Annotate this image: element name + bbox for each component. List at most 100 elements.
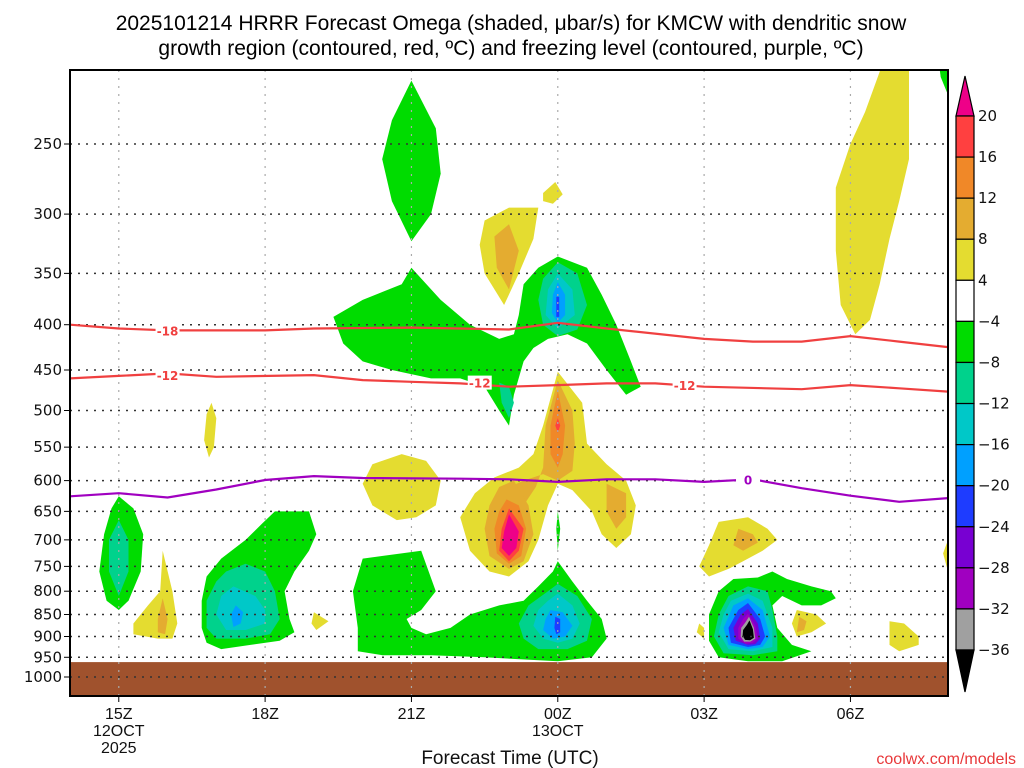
- omega-region: [943, 539, 948, 572]
- omega-shading: [99, 70, 948, 662]
- y-tick-label: 600: [33, 472, 62, 490]
- colorbar-label: 20: [978, 107, 997, 125]
- x-tick-label: 03Z: [690, 706, 718, 723]
- colorbar-band: [955, 567, 975, 610]
- y-tick-label: 450: [33, 361, 62, 379]
- y-tick-label: 750: [33, 557, 62, 575]
- x-tick-label: 21Z: [398, 706, 426, 723]
- omega-region: [733, 528, 758, 551]
- omega-region: [606, 483, 627, 529]
- y-tick-label: 900: [33, 627, 62, 645]
- y-tick-label: 350: [33, 264, 62, 282]
- colorbar-label: −4: [978, 312, 1000, 330]
- x-tick-year-label: 2025: [101, 740, 137, 757]
- omega-region: [556, 511, 561, 551]
- ground-layer: [70, 662, 948, 696]
- y-tick-label: 700: [33, 531, 62, 549]
- colorbar-label: −16: [978, 436, 1010, 454]
- omega-region: [556, 296, 560, 317]
- contour-label: -12: [469, 377, 491, 391]
- y-tick-label: 500: [33, 402, 62, 420]
- omega-region: [494, 224, 519, 290]
- y-tick-label: 1000: [24, 668, 62, 686]
- omega-region: [231, 605, 244, 627]
- y-tick-label: 950: [33, 648, 62, 666]
- omega-region: [157, 598, 168, 635]
- omega-region: [362, 454, 441, 521]
- contour-label-bg: [467, 375, 492, 390]
- omega-region: [889, 621, 919, 652]
- colorbar-band: [955, 156, 975, 199]
- plot-frame: [69, 69, 949, 697]
- colorbar-label: −8: [978, 353, 1000, 371]
- colorbar-band: [955, 526, 975, 569]
- freezing-level-line: [70, 474, 948, 503]
- colorbar-label: −12: [978, 395, 1010, 413]
- colorbar-band: [955, 279, 975, 322]
- omega-region: [204, 402, 217, 458]
- colorbar-band: [955, 197, 975, 240]
- colorbar-band: [955, 402, 975, 446]
- y-tick-label: 650: [33, 502, 62, 520]
- colorbar-label: 4: [978, 271, 988, 289]
- colorbar-label: −20: [978, 477, 1010, 495]
- x-tick-date-label: 13OCT: [532, 723, 584, 740]
- y-tick-label: 400: [33, 316, 62, 334]
- colorbar-band: [955, 115, 975, 158]
- y-tick-label: 850: [33, 606, 62, 624]
- omega-region: [499, 382, 514, 419]
- colorbar-band: [955, 361, 975, 405]
- plot-area: -18 -12 -12 -12 0: [70, 70, 948, 696]
- colorbar-band: [955, 238, 975, 281]
- contour-label-bg: [736, 472, 761, 487]
- y-tick-label: 800: [33, 582, 62, 600]
- omega-region: [835, 70, 909, 335]
- omega-region: [742, 620, 754, 641]
- colorbar-label: −36: [978, 641, 1010, 659]
- contour-label-bg: [672, 378, 697, 393]
- dgz-contour-line: [70, 372, 948, 393]
- colorbar-label: −28: [978, 559, 1010, 577]
- colorbar-top-arrow: [955, 75, 975, 117]
- credit-text: coolwx.com/models: [876, 751, 1016, 768]
- y-axis: 250 300 350 400 450 500 550 600 650 700 750 800 850 9…: [24, 135, 70, 686]
- chart-title-line1: 2025101214 HRRR Forecast Omega (shaded, …: [116, 12, 907, 35]
- omega-region: [555, 418, 561, 433]
- omega-region: [554, 616, 561, 635]
- x-tick-label: 18Z: [251, 706, 279, 723]
- ground-fill: [70, 662, 948, 696]
- omega-region: [696, 623, 705, 639]
- x-axis-label: Forecast Time (UTC): [421, 748, 598, 768]
- y-tick-label: 550: [33, 438, 62, 456]
- colorbar-bottom-arrow: [955, 649, 975, 693]
- colorbar: 20 16 12 8 4 −4 −8 −12 −16 −20 −24 −28 −32 −36: [955, 75, 1010, 693]
- grid-lines: [70, 70, 948, 696]
- temperature-contours: -18 -12 -12 -12 0: [70, 321, 948, 503]
- chart-title-line2: growth region (contoured, red, ºC) and f…: [158, 37, 863, 60]
- colorbar-label: 16: [978, 148, 997, 166]
- omega-region: [501, 514, 519, 556]
- colorbar-band: [955, 320, 975, 364]
- y-tick-label: 250: [33, 135, 62, 153]
- omega-region: [796, 616, 807, 633]
- contour-label: -18: [157, 324, 179, 338]
- colorbar-label: −24: [978, 518, 1010, 536]
- contour-label: -12: [674, 379, 696, 393]
- contour-label: 0: [744, 473, 752, 487]
- omega-region: [311, 612, 329, 630]
- contour-label-bg: [155, 323, 180, 338]
- colorbar-label: 8: [978, 230, 988, 248]
- x-tick-label: 06Z: [837, 706, 865, 723]
- colorbar-label: 12: [978, 189, 997, 207]
- omega-region: [939, 70, 948, 95]
- colorbar-band: [955, 608, 975, 651]
- x-tick-date-label: 12OCT: [93, 723, 145, 740]
- omega-region: [382, 80, 441, 242]
- colorbar-band: [955, 444, 975, 487]
- x-tick-label: 15Z: [105, 706, 133, 723]
- x-tick-label: 00Z: [544, 706, 572, 723]
- colorbar-band: [955, 485, 975, 528]
- y-tick-label: 300: [33, 205, 62, 223]
